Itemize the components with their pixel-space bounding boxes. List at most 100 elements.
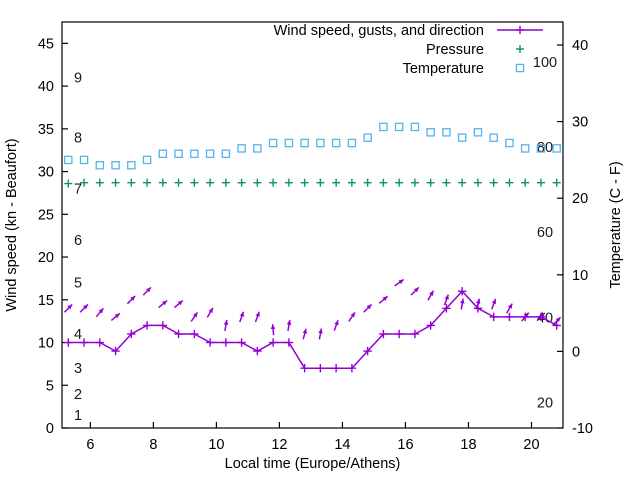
gust-arrow-head <box>460 298 465 304</box>
square-marker <box>520 144 530 153</box>
x-axis-tick-label: 14 <box>334 437 350 453</box>
gust-arrow-head <box>208 307 213 314</box>
square-marker <box>64 155 73 165</box>
x-axis-tick-label: 10 <box>208 437 224 453</box>
wind-speed-series <box>64 287 561 373</box>
square-marker <box>142 155 152 165</box>
square-marker <box>95 160 105 170</box>
beaufort-scale-label: 9 <box>74 71 82 87</box>
x-axis-tick-label: 20 <box>523 437 539 453</box>
legend-label: Pressure <box>426 42 484 58</box>
right-axis-tick-label: 20 <box>572 191 588 207</box>
gust-arrow-head <box>491 298 497 305</box>
square-marker <box>127 160 136 170</box>
gust-arrow-head <box>475 298 481 304</box>
gust-arrow-head <box>413 287 419 293</box>
wind-gust-arrows <box>63 278 562 340</box>
right-axis-tick-label: 10 <box>572 268 588 284</box>
beaufort-scale-label: 6 <box>74 233 82 249</box>
square-marker <box>300 138 309 148</box>
left-axis-title: Wind speed (kn - Beaufort) <box>4 138 20 311</box>
square-marker <box>237 144 246 153</box>
gust-arrow-head <box>382 296 388 301</box>
gust-arrow-head <box>67 304 73 310</box>
square-marker <box>174 149 183 159</box>
square-marker <box>331 138 341 148</box>
square-marker <box>552 144 561 153</box>
gust-arrow-head <box>366 304 372 310</box>
gust-arrow-head <box>130 295 136 301</box>
square-marker <box>79 155 89 165</box>
square-marker <box>221 149 231 159</box>
right-axis-tick-label: -10 <box>572 421 593 437</box>
square-marker <box>442 128 451 137</box>
gust-arrow-head <box>192 312 198 318</box>
gust-arrow-head <box>444 294 449 300</box>
legend: Wind speed, gusts, and direction Pressure… <box>274 23 543 77</box>
x-axis-tick-label: 18 <box>460 437 476 453</box>
square-marker <box>515 63 525 73</box>
gust-arrow-head <box>286 320 292 326</box>
square-marker <box>473 128 483 137</box>
gust-arrow-head <box>270 324 276 330</box>
square-marker <box>536 144 546 153</box>
square-marker <box>505 138 514 148</box>
x-axis-tick-label: 12 <box>271 437 287 453</box>
gust-arrow-head <box>318 328 323 334</box>
fahrenheit-scale-label: 60 <box>537 225 553 241</box>
gust-arrow-head <box>507 303 513 309</box>
right-axis-tick-label: 0 <box>572 344 580 360</box>
square-marker <box>111 160 120 170</box>
square-marker <box>457 133 467 142</box>
square-marker <box>158 149 168 159</box>
legend-label: Wind speed, gusts, and direction <box>274 23 484 39</box>
gust-arrow-head <box>255 311 260 317</box>
gust-arrow-head <box>334 320 339 326</box>
square-marker <box>426 128 435 137</box>
x-axis-tick-label: 8 <box>149 437 157 453</box>
gust-arrow-head <box>177 300 183 306</box>
square-marker <box>379 122 388 132</box>
beaufort-scale-label: 3 <box>74 361 82 377</box>
gust-arrow-head <box>555 317 561 323</box>
left-axis-tick-label: 20 <box>38 250 54 266</box>
square-marker <box>284 138 294 148</box>
fahrenheit-scale-label: 20 <box>537 396 553 412</box>
gust-arrow-head <box>302 328 308 334</box>
fahrenheit-scale-label: 100 <box>533 55 557 71</box>
pressure-series <box>64 178 561 188</box>
square-marker <box>394 122 404 132</box>
square-marker <box>205 149 215 159</box>
temperature-series <box>64 122 561 170</box>
gust-arrow-head <box>523 312 529 318</box>
left-axis-tick-label: 35 <box>38 122 54 138</box>
beaufort-scale-label: 4 <box>74 327 82 343</box>
gust-arrow-head <box>539 312 545 318</box>
square-marker <box>489 133 498 142</box>
beaufort-scale-label: 5 <box>74 276 82 292</box>
square-marker <box>268 138 278 148</box>
beaufort-scale-label: 8 <box>74 130 82 146</box>
left-axis-tick-label: 5 <box>46 378 54 394</box>
square-marker <box>410 122 420 132</box>
gust-arrow-head <box>114 313 120 319</box>
square-marker <box>347 138 357 148</box>
gust-arrow-head <box>223 320 229 326</box>
left-axis-tick-label: 40 <box>38 79 54 95</box>
square-marker <box>253 144 262 153</box>
square-marker <box>363 133 372 142</box>
gust-arrow-head <box>162 300 168 306</box>
gust-arrow-head <box>98 308 104 314</box>
legend-label: Temperature <box>403 61 484 77</box>
left-axis-tick-label: 10 <box>38 336 54 352</box>
beaufort-scale-label: 1 <box>74 408 82 424</box>
gust-arrow-head <box>146 287 151 293</box>
left-axis-tick-label: 30 <box>38 165 54 181</box>
left-axis-tick-label: 25 <box>38 207 54 223</box>
gust-arrow-head <box>429 290 434 296</box>
square-marker <box>190 149 199 159</box>
x-axis-tick-label: 16 <box>397 437 413 453</box>
beaufort-scale-label: 7 <box>74 182 82 198</box>
